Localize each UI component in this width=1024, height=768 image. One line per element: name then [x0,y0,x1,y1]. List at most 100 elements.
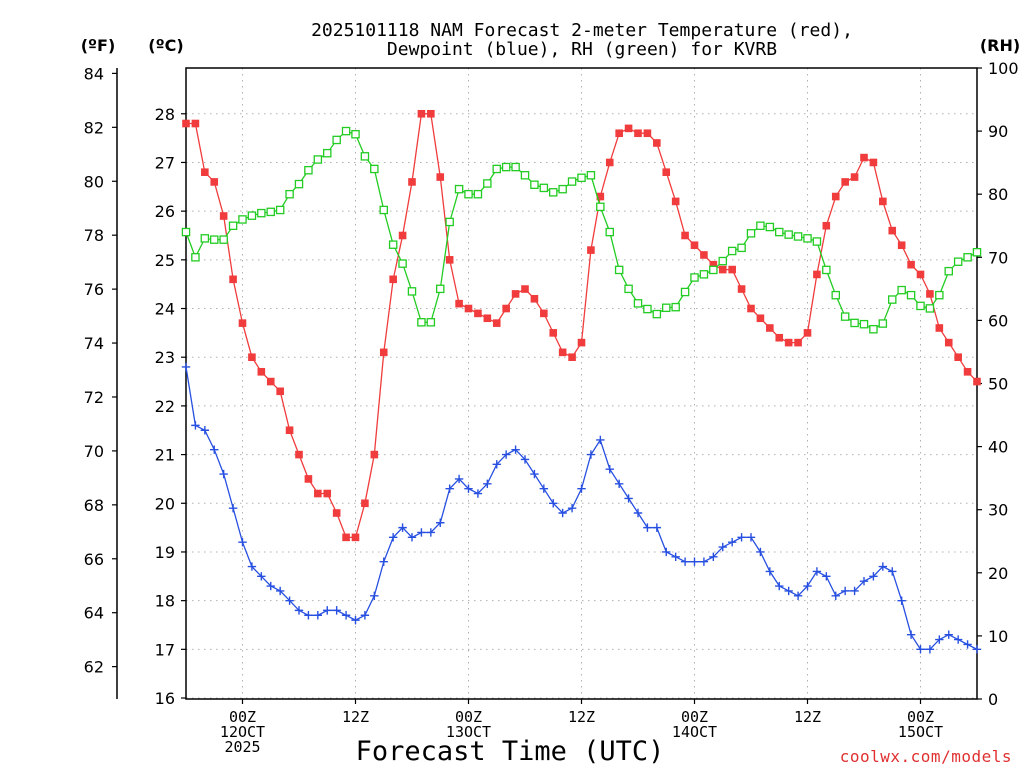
2-meter-temperature-point [483,314,492,323]
fahrenheit-tick-label: 64 [84,604,104,623]
relative-humidity-point [219,235,228,244]
relative-humidity-point [257,208,266,218]
2-meter-temperature-point [907,260,915,269]
2-meter-temperature-point [530,294,539,303]
dewpoint-point [370,591,379,600]
2-meter-temperature-point [455,299,463,308]
2-meter-temperature-point [944,338,953,347]
rh-tick-label: 40 [988,438,1008,457]
fahrenheit-tick-label: 66 [84,550,104,569]
celsius-tick-label: 19 [155,543,175,562]
relative-humidity-point [511,162,520,172]
relative-humidity-point [756,221,765,230]
fahrenheit-tick-label: 78 [84,226,104,245]
relative-humidity-point [906,290,916,300]
dewpoint-point [351,615,360,625]
data-series [181,109,982,654]
relative-humidity-point [727,246,737,256]
relative-humidity-point [888,295,897,304]
dewpoint-point [473,489,483,498]
dewpoint-point [888,567,897,576]
rh-tick-label: 70 [988,248,1008,267]
relative-humidity-point [379,205,388,215]
2-meter-temperature-point [229,275,237,284]
dewpoint-point [614,479,624,488]
relative-humidity-point [944,266,954,276]
relative-humidity-point [181,227,191,237]
celsius-tick-label: 17 [155,640,175,659]
dewpoint-point [511,445,520,454]
dewpoint-point [285,596,294,605]
relative-humidity-point [285,189,294,199]
relative-humidity-point [831,290,841,300]
2-meter-temperature-point [408,178,416,186]
dewpoint-point [793,591,803,600]
2-meter-temperature-point [182,119,190,128]
2-meter-temperature-point [766,324,774,332]
relative-humidity-point [435,284,445,294]
dewpoint-point [652,523,662,532]
celsius-tick-label: 22 [155,397,175,416]
dewpoint-point [925,645,935,654]
fahrenheit-axis: 62 64 66 68 70 72 74 76 78 80 82 84 [84,64,118,699]
fahrenheit-tick-label: 68 [84,496,104,515]
relative-humidity-point [492,164,501,174]
dewpoint-point [680,557,690,566]
relative-humidity-point [869,324,878,334]
2-meter-temperature-point [954,353,962,362]
dewpoint-point [219,469,228,479]
dewpoint-point [916,645,925,654]
dewpoint-point [407,533,417,542]
time-tick-label: 00Z [455,708,482,726]
dewpoint-point [294,606,304,615]
dewpoint-point [436,518,445,527]
2-meter-temperature-point [295,450,303,459]
2-meter-temperature-point [219,212,228,220]
time-tick-label: 15OCT [898,723,943,741]
dewpoint-point [605,464,614,474]
2-meter-temperature-point [916,270,925,279]
dewpoint-line [185,366,978,650]
dewpoint-point [718,542,727,552]
2-meter-temperature-point [963,368,972,376]
dewpoint-point [360,611,370,620]
rh-tick-label: 30 [988,501,1008,520]
relative-humidity-point [925,304,935,313]
dewpoint-point [577,484,586,493]
relative-humidity-point [737,243,746,253]
2-meter-temperature-point [718,265,727,274]
relative-humidity-point [398,259,407,268]
rh-tick-label: 50 [988,375,1008,394]
2-meter-temperature-point [351,533,360,542]
relative-humidity-point [464,189,473,199]
dewpoint-point [944,630,953,639]
relative-humidity-point [191,253,200,262]
dewpoint-point [200,426,210,435]
2-meter-temperature-point [813,270,821,279]
dewpoint-point [737,533,746,542]
relative-humidity-point [793,232,803,241]
celsius-axis: 16 17 18 19 20 21 22 23 24 25 26 27 28 [155,105,186,708]
dewpoint-point [963,640,972,649]
fahrenheit-tick-label: 72 [84,388,104,407]
dewpoint-point [850,586,859,596]
2-meter-temperature-point [587,246,595,254]
relative-humidity-point [897,285,906,295]
rh-tick-label: 90 [988,122,1008,141]
2-meter-temperature-point [361,499,369,508]
dewpoint-point [784,586,793,596]
fahrenheit-tick-label: 82 [84,118,104,137]
dewpoint-point [398,523,407,532]
time-tick-label: 2025 [224,738,260,756]
rh-tick-label: 0 [988,690,998,709]
2-meter-temperature-point [427,109,435,118]
dewpoint-point [690,557,699,566]
time-tick-label: 13OCT [446,723,491,741]
relative-humidity-point [963,253,972,262]
chart-title-line-1: 2025101118 NAM Forecast 2-meter Temperat… [311,20,853,41]
2-meter-temperature-point [276,387,284,396]
fahrenheit-tick-label: 70 [84,442,104,461]
rh-tick-label: 80 [988,185,1008,204]
fahrenheit-unit-label: (ºF) [81,36,116,55]
relative-humidity-point [671,302,680,312]
